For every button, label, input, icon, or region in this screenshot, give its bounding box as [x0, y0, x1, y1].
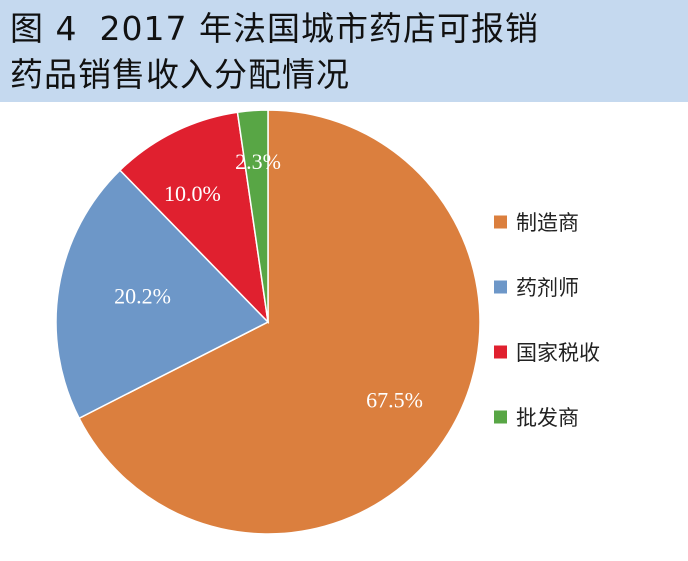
legend-label-4: 批发商 [516, 406, 579, 430]
chart-title-line-2: 药品销售收入分配情况 [10, 55, 350, 94]
slice-2-value-label: 20.2% [114, 283, 171, 308]
slice-4-value-label: 2.3% [235, 149, 281, 174]
slice-3-wedge [118, 111, 270, 325]
legend-swatch-4 [494, 410, 507, 424]
legend-swatch-3 [494, 345, 507, 359]
legend-swatch-1 [494, 215, 507, 229]
pie-slice-labels: 67.5% 20.2% 10.0% 2.3% [114, 149, 423, 412]
legend-swatch-2 [494, 280, 507, 294]
legend-label-1: 制造商 [516, 211, 579, 235]
chart-title-line-1: 图 4 2017 年法国城市药店可报销 [10, 6, 688, 52]
slice-4-wedge [236, 109, 269, 323]
legend-label-3: 国家税收 [516, 341, 600, 365]
slice-3-value-label: 10.0% [164, 181, 221, 206]
slice-1-value-label: 67.5% [366, 388, 423, 413]
pie-slices [55, 109, 481, 535]
title-band: 图 4 2017 年法国城市药店可报销 药品销售收入分配情况 [0, 0, 688, 102]
figure-number: 图 4 [10, 9, 78, 48]
legend-label-2: 药剂师 [516, 276, 579, 300]
slice-1-wedge [78, 109, 481, 535]
slice-2-wedge [55, 169, 270, 420]
chart-title-main: 2017 年法国城市药店可报销 [99, 9, 539, 48]
